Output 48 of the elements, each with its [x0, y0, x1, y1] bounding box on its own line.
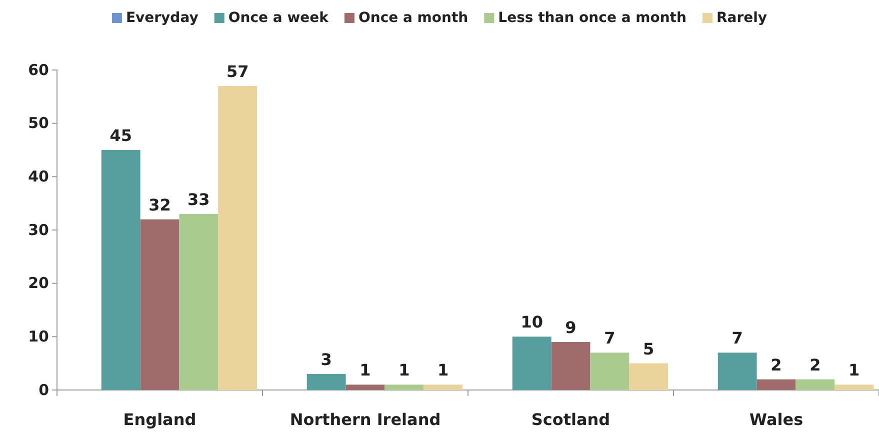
- data-label: 32: [148, 195, 171, 214]
- bar: [834, 384, 874, 390]
- bar: [101, 150, 140, 390]
- legend-label: Once a month: [358, 10, 468, 26]
- bar: [140, 219, 180, 390]
- bar: [796, 379, 835, 390]
- y-tick-label: 30: [28, 220, 49, 239]
- x-tick-label: Northern Ireland: [290, 410, 441, 429]
- y-tick-label: 20: [28, 274, 49, 292]
- bar: [306, 374, 346, 390]
- bar: [756, 379, 796, 390]
- y-tick-label: 40: [28, 167, 49, 186]
- bar: [551, 342, 590, 390]
- bar: [424, 384, 463, 390]
- y-tick-label: 60: [28, 60, 49, 79]
- legend-label: Everyday: [126, 10, 198, 26]
- data-label: 2: [770, 355, 782, 374]
- data-label: 1: [360, 360, 371, 380]
- data-label: 57: [226, 62, 249, 81]
- x-tick-label: Scotland: [531, 410, 610, 429]
- bar: [590, 352, 630, 390]
- data-label: 7: [732, 328, 743, 348]
- data-label: 45: [110, 126, 132, 145]
- data-label: 10: [520, 312, 543, 332]
- data-label: 3: [320, 350, 332, 369]
- bar: [512, 336, 552, 390]
- bar: [384, 384, 424, 390]
- bar: [629, 363, 668, 390]
- data-label: 1: [438, 360, 449, 380]
- x-tick-label: Wales: [749, 410, 804, 429]
- bar: [179, 214, 218, 390]
- data-label: 2: [810, 355, 821, 374]
- y-tick-label: 50: [28, 114, 49, 132]
- data-label: 1: [398, 360, 410, 380]
- data-label: 7: [604, 328, 616, 348]
- x-tick-label: England: [123, 410, 196, 429]
- data-label: 1: [848, 360, 860, 380]
- legend-label: Less than once a month: [498, 10, 686, 26]
- bar: [346, 384, 385, 390]
- data-label: 33: [188, 190, 210, 209]
- bar: [718, 352, 757, 390]
- data-label: 5: [643, 339, 654, 358]
- y-tick-label: 0: [38, 380, 49, 399]
- bar: [218, 86, 258, 390]
- legend-label: Rarely: [716, 10, 768, 26]
- data-label: 9: [565, 318, 576, 337]
- legend-label: Once a week: [228, 10, 330, 26]
- y-tick-label: 10: [28, 327, 49, 346]
